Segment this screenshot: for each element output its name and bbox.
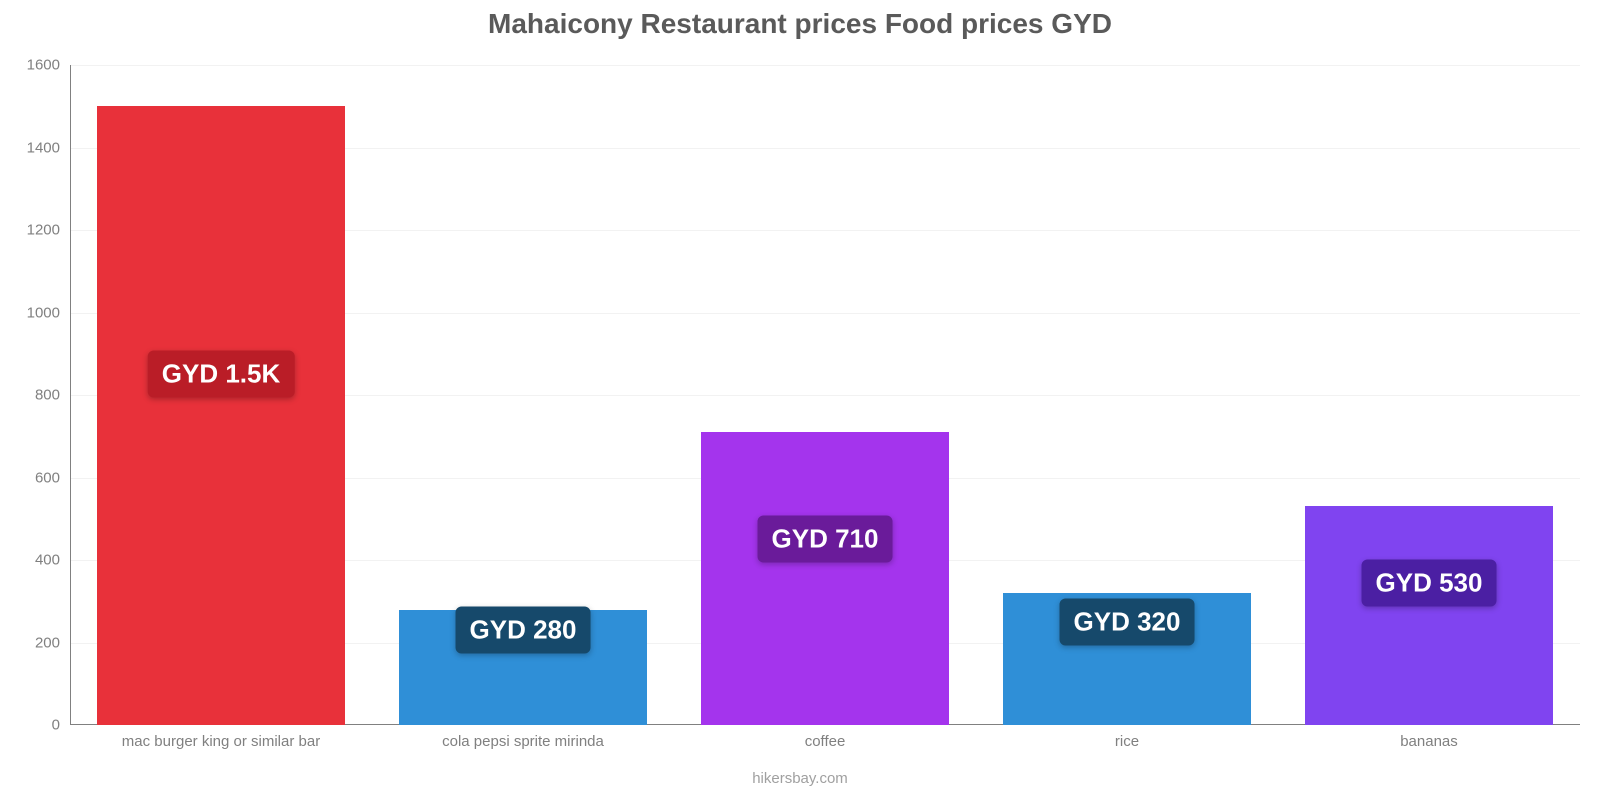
chart-title: Mahaicony Restaurant prices Food prices … [0, 8, 1600, 40]
attribution-text: hikersbay.com [752, 770, 848, 787]
y-tick-label: 1400 [27, 139, 70, 156]
y-tick-label: 1200 [27, 222, 70, 239]
value-label: GYD 280 [456, 607, 591, 654]
chart-container: Mahaicony Restaurant prices Food prices … [0, 0, 1600, 800]
value-label: GYD 1.5K [148, 351, 295, 398]
value-label: GYD 320 [1060, 598, 1195, 645]
bar [701, 432, 949, 725]
x-tick-label: mac burger king or similar bar [122, 725, 320, 750]
y-tick-label: 1000 [27, 304, 70, 321]
x-tick-label: rice [1115, 725, 1139, 750]
x-tick-label: coffee [805, 725, 846, 750]
bar [97, 106, 345, 725]
x-tick-label: cola pepsi sprite mirinda [442, 725, 604, 750]
y-tick-label: 200 [35, 634, 70, 651]
y-tick-label: 600 [35, 469, 70, 486]
bar [1305, 506, 1553, 725]
x-tick-label: bananas [1400, 725, 1458, 750]
plot-area: 02004006008001000120014001600mac burger … [70, 65, 1580, 725]
y-tick-label: 400 [35, 552, 70, 569]
y-tick-label: 0 [52, 717, 70, 734]
gridline [70, 65, 1580, 66]
y-axis-line [70, 65, 71, 725]
value-label: GYD 530 [1362, 559, 1497, 606]
y-tick-label: 1600 [27, 57, 70, 74]
value-label: GYD 710 [758, 516, 893, 563]
y-tick-label: 800 [35, 387, 70, 404]
